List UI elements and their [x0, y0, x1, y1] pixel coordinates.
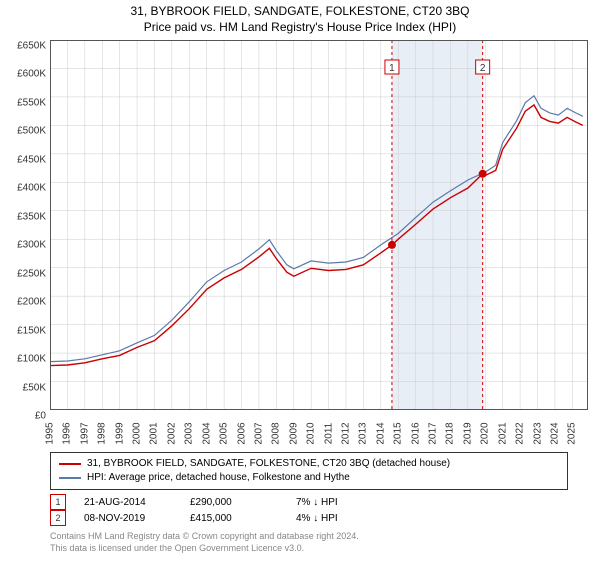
event-marker-box: 2: [50, 510, 66, 526]
event-date: 08-NOV-2019: [84, 513, 172, 524]
x-tick-label: 2006: [236, 422, 247, 444]
y-tick-label: £450K: [17, 154, 46, 165]
y-tick-label: £100K: [17, 354, 46, 365]
chart-svg: 12: [50, 40, 588, 410]
x-tick-label: 2011: [323, 423, 334, 445]
y-tick-label: £200K: [17, 297, 46, 308]
y-tick-label: £350K: [17, 211, 46, 222]
x-tick-label: 2002: [166, 422, 177, 444]
x-tick-label: 2016: [410, 422, 421, 444]
x-tick-label: 2024: [549, 422, 560, 444]
y-tick-label: £650K: [17, 41, 46, 52]
x-tick-label: 2014: [375, 422, 386, 444]
event-price: £415,000: [190, 513, 278, 524]
y-tick-label: £500K: [17, 126, 46, 137]
y-tick-label: £50K: [23, 382, 46, 393]
x-tick-label: 2004: [201, 422, 212, 444]
legend-label: 31, BYBROOK FIELD, SANDGATE, FOLKESTONE,…: [87, 457, 450, 471]
x-tick-label: 1995: [45, 422, 56, 444]
x-tick-label: 2003: [184, 422, 195, 444]
license-line-1: Contains HM Land Registry data © Crown c…: [50, 530, 550, 542]
event-price: £290,000: [190, 497, 278, 508]
event-row: 2 08-NOV-2019 £415,000 4% ↓ HPI: [50, 510, 550, 526]
x-tick-label: 2010: [306, 422, 317, 444]
x-tick-label: 1998: [97, 422, 108, 444]
x-tick-label: 1996: [62, 422, 73, 444]
y-tick-label: £0: [35, 411, 46, 422]
x-tick-label: 2007: [253, 422, 264, 444]
svg-text:2: 2: [480, 63, 486, 74]
x-tick-label: 2013: [358, 422, 369, 444]
events-table: 1 21-AUG-2014 £290,000 7% ↓ HPI 2 08-NOV-2019…: [50, 494, 550, 526]
x-tick-label: 2009: [288, 422, 299, 444]
x-tick-label: 2019: [462, 422, 473, 444]
x-tick-label: 2012: [340, 422, 351, 444]
y-tick-label: £550K: [17, 97, 46, 108]
chart-title: 31, BYBROOK FIELD, SANDGATE, FOLKESTONE,…: [0, 4, 600, 18]
legend-label: HPI: Average price, detached house, Folk…: [87, 471, 350, 485]
legend-row: HPI: Average price, detached house, Folk…: [59, 471, 559, 485]
event-delta: 4% ↓ HPI: [296, 513, 384, 524]
x-tick-label: 2020: [480, 422, 491, 444]
event-delta: 7% ↓ HPI: [296, 497, 384, 508]
y-axis: £0£50K£100K£150K£200K£250K£300K£350K£400…: [0, 46, 48, 416]
chart-area: 12: [50, 40, 588, 410]
x-axis: 1995199619971998199920002001200220032004…: [50, 416, 588, 446]
chart-subtitle: Price paid vs. HM Land Registry's House …: [0, 20, 600, 34]
x-tick-label: 2000: [132, 422, 143, 444]
x-tick-label: 2005: [219, 422, 230, 444]
y-tick-label: £150K: [17, 325, 46, 336]
x-tick-label: 2017: [428, 422, 439, 444]
license-text: Contains HM Land Registry data © Crown c…: [50, 530, 550, 554]
event-row: 1 21-AUG-2014 £290,000 7% ↓ HPI: [50, 494, 550, 510]
legend-swatch: [59, 477, 81, 479]
x-tick-label: 2008: [271, 422, 282, 444]
x-tick-label: 2018: [445, 422, 456, 444]
x-tick-label: 2023: [532, 422, 543, 444]
x-tick-label: 2001: [149, 422, 160, 444]
y-tick-label: £600K: [17, 69, 46, 80]
x-tick-label: 1999: [114, 422, 125, 444]
legend-swatch: [59, 463, 81, 465]
event-date: 21-AUG-2014: [84, 497, 172, 508]
legend-row: 31, BYBROOK FIELD, SANDGATE, FOLKESTONE,…: [59, 457, 559, 471]
x-tick-label: 2021: [497, 422, 508, 444]
x-tick-label: 1997: [79, 422, 90, 444]
y-tick-label: £250K: [17, 268, 46, 279]
x-tick-label: 2015: [393, 422, 404, 444]
license-line-2: This data is licensed under the Open Gov…: [50, 542, 550, 554]
x-tick-label: 2022: [515, 422, 526, 444]
y-tick-label: £300K: [17, 240, 46, 251]
event-marker-box: 1: [50, 494, 66, 510]
y-tick-label: £400K: [17, 183, 46, 194]
legend: 31, BYBROOK FIELD, SANDGATE, FOLKESTONE,…: [50, 452, 568, 490]
svg-text:1: 1: [389, 63, 395, 74]
x-tick-label: 2025: [567, 422, 578, 444]
